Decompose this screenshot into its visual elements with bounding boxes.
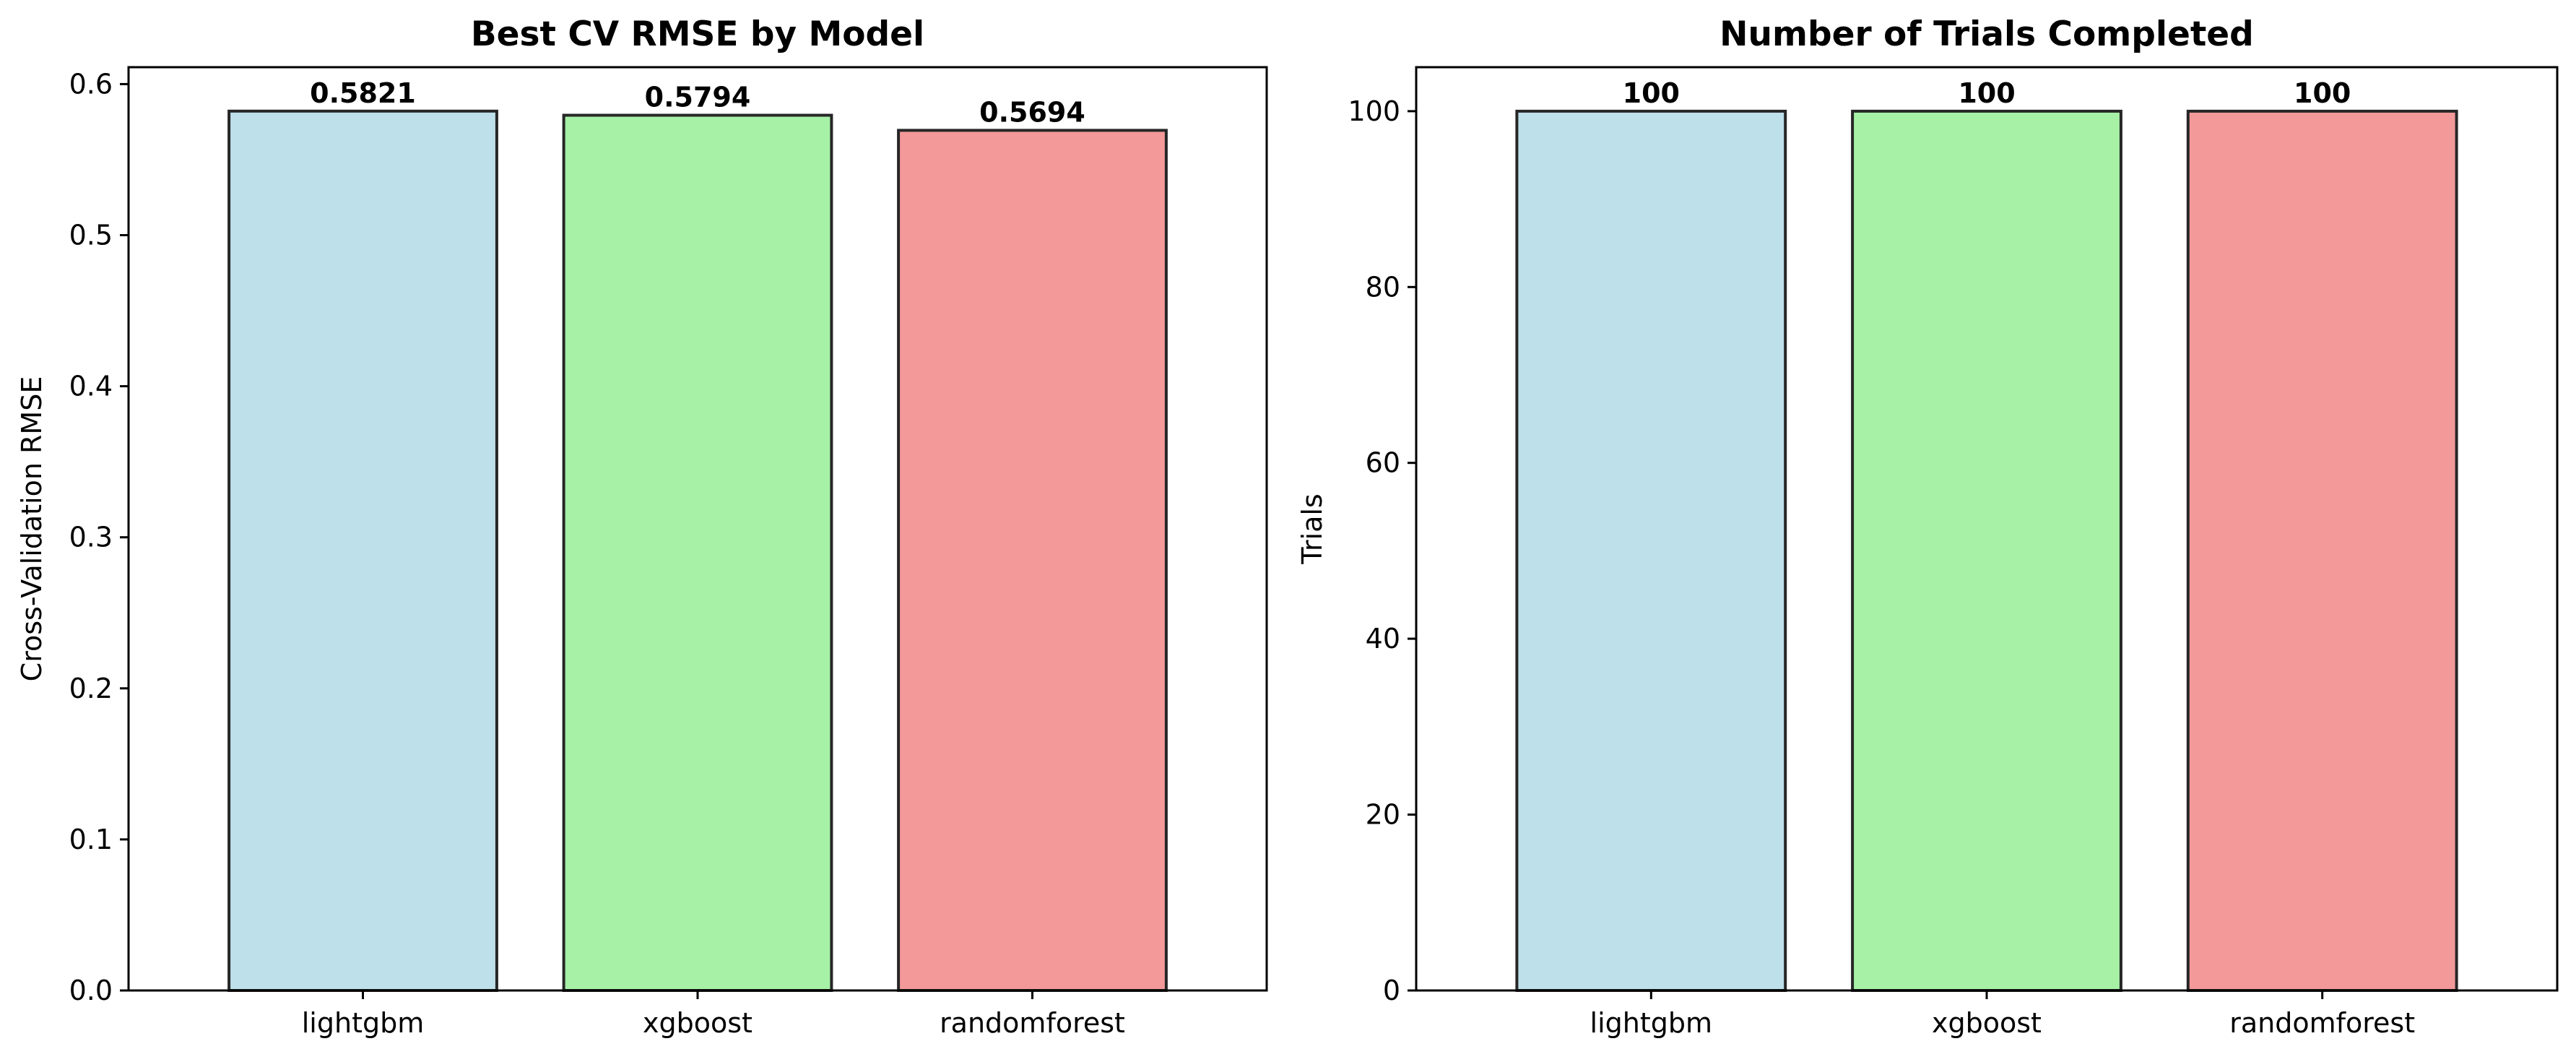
y-tick-label: 20	[1366, 799, 1400, 831]
y-axis-label: Cross-Validation RMSE	[16, 376, 48, 682]
bar-lightgbm	[227, 109, 498, 992]
y-tick-label: 0.6	[69, 68, 113, 100]
value-label-xgboost: 0.5794	[645, 82, 751, 113]
chart-trials-completed: 100 lightgbm 100 xgboost 100 randomforest 0 20 4…	[1296, 14, 2559, 1039]
bar-randomforest	[897, 129, 1168, 992]
y-tick-label: 0.5	[69, 220, 113, 251]
y-tick-label: 0	[1383, 975, 1400, 1006]
value-label-lightgbm: 0.5821	[310, 77, 416, 109]
x-tick-label-randomforest: randomforest	[940, 1007, 1125, 1039]
x-tick-label-lightgbm: lightgbm	[1590, 1007, 1712, 1039]
bar-randomforest	[2186, 109, 2458, 992]
y-tick-label: 60	[1366, 447, 1400, 479]
value-label-lightgbm: 100	[1623, 77, 1680, 109]
value-label-randomforest: 100	[2294, 77, 2351, 109]
y-tick-label: 0.1	[69, 824, 113, 855]
chart-title: Best CV RMSE by Model	[471, 14, 924, 54]
x-tick-label-xgboost: xgboost	[1932, 1007, 2042, 1039]
value-label-randomforest: 0.5694	[979, 96, 1085, 128]
x-tick-label-lightgbm: lightgbm	[302, 1007, 424, 1039]
y-tick-label: 100	[1348, 95, 1400, 127]
y-tick-label: 0.2	[69, 673, 113, 704]
axes-frame	[127, 66, 1268, 992]
chart-best-cv-rmse: 0.5821 lightgbm 0.5794 xgboost 0.5694 randomf…	[16, 14, 1268, 1039]
bar-xgboost	[1851, 109, 2122, 992]
y-tick-label: 0.3	[69, 522, 113, 553]
y-tick-label: 0.0	[69, 975, 113, 1006]
x-tick-label-randomforest: randomforest	[2229, 1007, 2415, 1039]
bar-lightgbm	[1515, 109, 1787, 992]
y-tick-label: 0.4	[69, 371, 113, 402]
bar-xgboost	[562, 113, 833, 992]
y-tick-label: 40	[1366, 623, 1400, 655]
chart-title: Number of Trials Completed	[1719, 14, 2254, 54]
axes-frame	[1415, 66, 2559, 992]
x-tick-label-xgboost: xgboost	[643, 1007, 753, 1039]
y-axis-label: Trials	[1296, 493, 1328, 564]
value-label-xgboost: 100	[1958, 77, 2015, 109]
y-tick-label: 80	[1366, 271, 1400, 303]
